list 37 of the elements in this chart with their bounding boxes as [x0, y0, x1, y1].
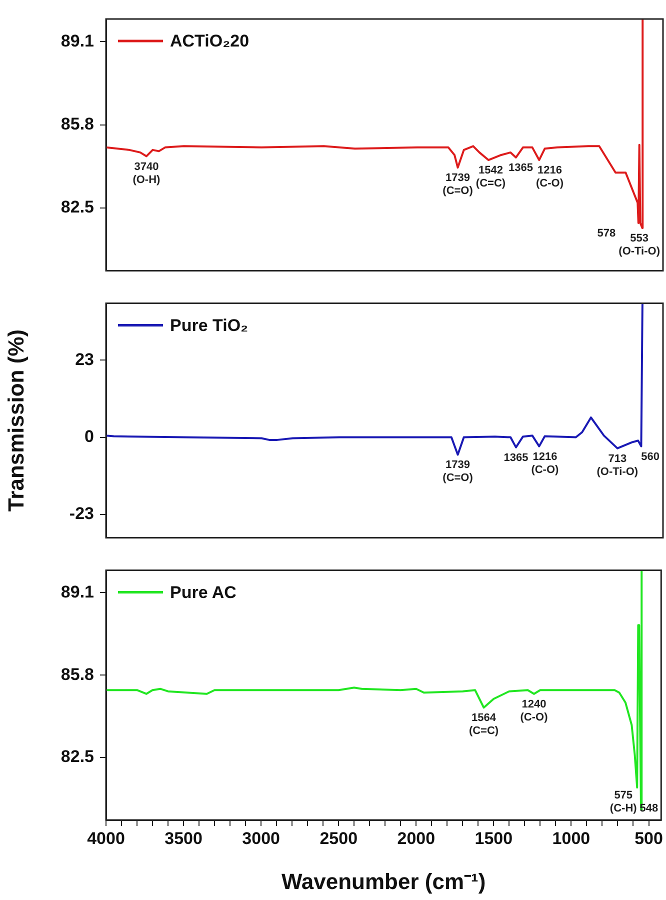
x-tick-label: 3500 — [164, 828, 202, 848]
legend-label: Pure TiO₂ — [170, 316, 248, 335]
legend-label: Pure AC — [170, 582, 236, 602]
annotation: 1542 (C=C) — [476, 164, 506, 190]
y-tick-label: 82.5 — [60, 747, 94, 766]
annotation: 1365 — [508, 162, 534, 174]
y-tick-label: 89.1 — [60, 582, 94, 602]
legend-label: ACTiO₂20 — [170, 32, 250, 51]
annotation: 1564 (C=C) — [468, 712, 499, 738]
y-tick-label: 85.8 — [60, 664, 94, 684]
y-tick-label: 85.8 — [60, 114, 94, 134]
y-tick-label: 23 — [75, 350, 94, 369]
annotation: 1739 (C=O) — [442, 172, 474, 198]
x-tick-label: 2500 — [320, 828, 358, 848]
x-tick-label: 1000 — [552, 828, 590, 848]
x-axis-title: Wavenumber (cm⁻¹) — [281, 868, 486, 894]
annotation: 713 (O-Ti-O) — [596, 452, 638, 478]
x-tick-label: 3000 — [242, 828, 280, 848]
y-tick-label: 89.1 — [60, 31, 94, 50]
annotation: 1240 (C-O) — [520, 698, 548, 724]
annotation: 553 (O-Ti-O) — [618, 232, 660, 258]
y-axis-title: Transmission (%) — [3, 329, 28, 512]
y-tick-label: -23 — [69, 504, 94, 524]
annotation: 1739 (C=O) — [442, 459, 474, 484]
x-tick-label: 2000 — [397, 828, 436, 848]
annotation: 1216 (C-O) — [531, 450, 560, 476]
annotation: 575 (C-H) — [610, 790, 638, 815]
annotation: 3740 (O-H) — [132, 160, 161, 186]
x-tick-label: 4000 — [87, 828, 125, 848]
annotation: 1365 — [504, 452, 528, 464]
y-tick-label: 0 — [84, 426, 94, 446]
y-tick-label: 82.5 — [60, 198, 94, 217]
annotation: 560 — [641, 450, 660, 463]
annotation: 578 — [597, 227, 616, 240]
x-tick-label: 500 — [634, 828, 663, 848]
x-tick-label: 1500 — [474, 828, 513, 848]
annotation: 1216 (C-O) — [536, 164, 564, 190]
